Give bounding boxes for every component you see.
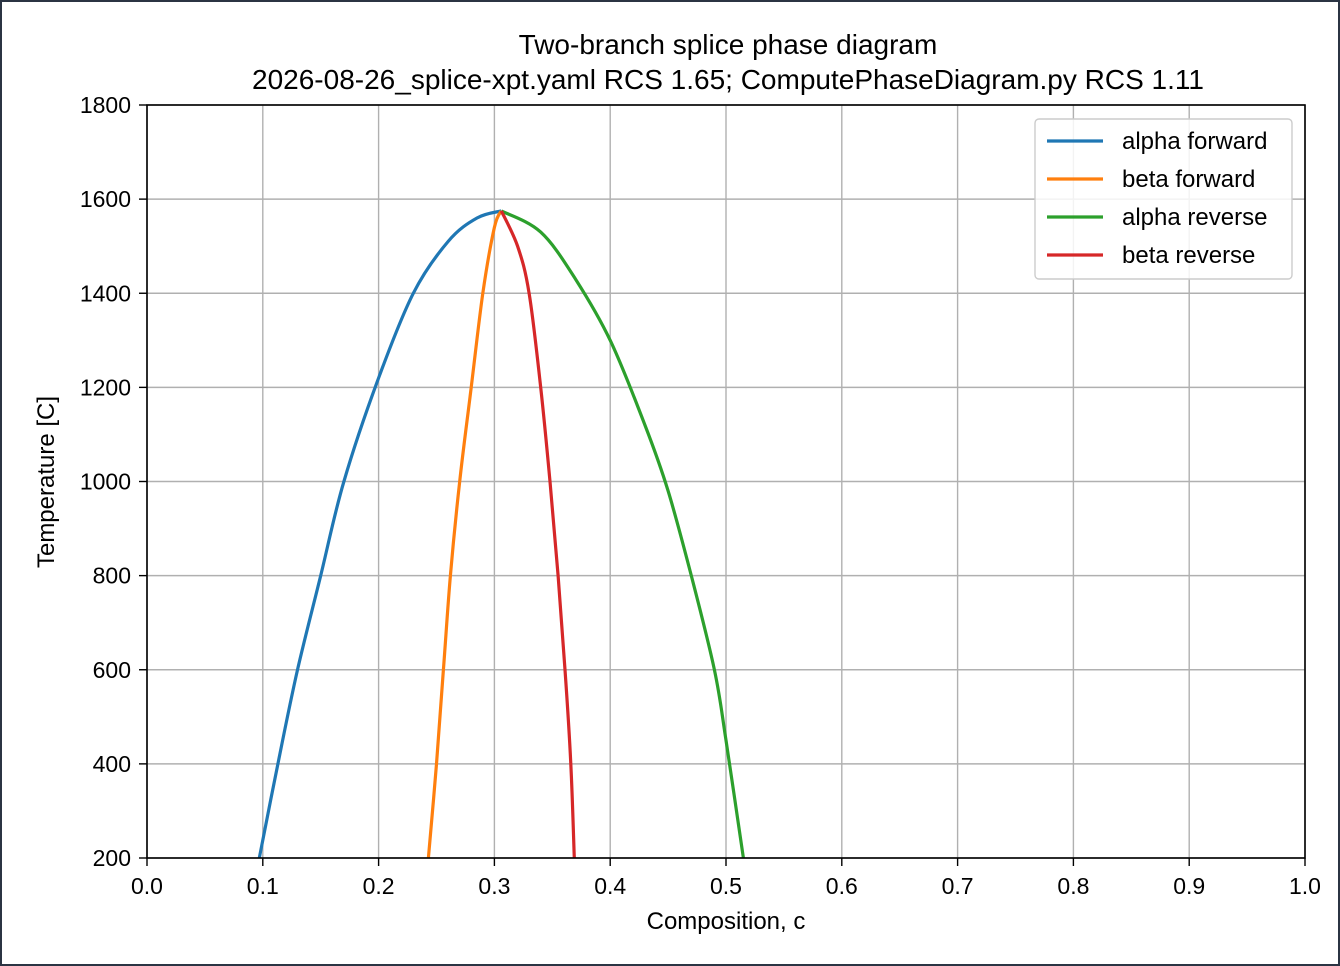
y-tick-label: 1800 [80,92,131,118]
x-tick-label: 0.2 [363,873,395,899]
legend: alpha forward beta forward alpha reverse be… [1034,118,1293,280]
x-tick-label: 0.6 [826,873,858,899]
x-tick-label: 0.0 [131,873,163,899]
y-tick-label: 1600 [80,186,131,212]
x-axis-label: Composition, c [647,908,806,935]
y-tick-label: 200 [93,845,131,871]
y-tick-label: 400 [93,751,131,777]
y-tick-label: 600 [93,657,131,683]
x-tick-label: 0.1 [247,873,279,899]
x-tick-label: 0.5 [710,873,742,899]
plot-series [257,209,745,859]
series-line-alpha-reverse [500,209,745,859]
x-tick-label: 0.4 [594,873,626,899]
y-tick-label: 1400 [80,280,131,306]
y-axis-ticks: 200 400 600 800 1000 1200 1400 1600 1800 [80,92,147,871]
x-tick-label: 0.9 [1173,873,1205,899]
legend-label-beta-forward: beta forward [1122,166,1255,193]
x-tick-label: 0.7 [942,873,974,899]
y-tick-label: 800 [93,563,131,589]
x-tick-label: 0.8 [1057,873,1089,899]
chart-title: Two-branch splice phase diagram [519,29,938,60]
legend-label-alpha-forward: alpha forward [1122,128,1267,155]
series-line-alpha-forward [257,209,502,859]
legend-label-alpha-reverse: alpha reverse [1122,204,1267,231]
x-axis-ticks: 0.0 0.1 0.2 0.3 0.4 0.5 0.6 0.7 0.8 0.9 1.0 [131,858,1321,899]
x-tick-label: 1.0 [1289,873,1321,899]
legend-box [1034,118,1293,280]
chart-subtitle: 2026-08-26_splice-xpt.yaml RCS 1.65; Com… [252,64,1204,95]
series-line-beta-reverse [499,210,576,859]
y-tick-label: 1000 [80,469,131,495]
x-tick-label: 0.3 [478,873,510,899]
y-tick-label: 1200 [80,374,131,400]
series-line-beta-forward [426,210,503,859]
legend-label-beta-reverse: beta reverse [1122,242,1255,269]
y-axis-label: Temperature [C] [33,396,60,568]
